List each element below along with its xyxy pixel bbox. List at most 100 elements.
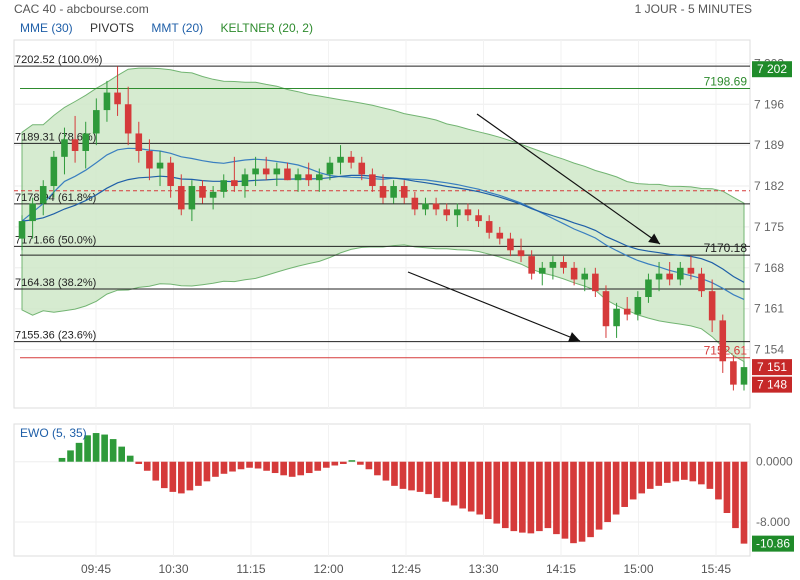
fib-value: 7164.38	[15, 277, 58, 289]
ewo-bar	[280, 461, 287, 476]
candle-body	[337, 156, 344, 163]
candle-body	[199, 186, 206, 198]
candle-body	[719, 320, 727, 362]
ewo-bar	[212, 461, 219, 477]
ewo-bar	[732, 461, 739, 529]
candle-body	[560, 261, 567, 268]
ewo-bar	[152, 461, 160, 481]
pivot-label: 7198.69	[704, 75, 748, 89]
ewo-bar	[527, 461, 535, 534]
candle-body	[241, 174, 249, 187]
ewo-bar	[621, 461, 628, 507]
price-tick-label: 7 189	[754, 138, 784, 152]
fib-label: 7202.52 (100.0%)	[15, 54, 102, 66]
candle-body	[124, 104, 132, 134]
candle-body	[400, 186, 408, 198]
price-tick-label: 7 196	[754, 97, 784, 111]
legend-mmt[interactable]: MMT (20)	[151, 21, 204, 35]
ewo-bar	[92, 433, 100, 462]
candle-body	[146, 150, 153, 169]
ewo-bar	[655, 461, 663, 486]
trend-arrow-upper	[476, 113, 661, 245]
ewo-bar	[561, 461, 569, 539]
candle-body	[411, 197, 419, 210]
ewo-bar	[203, 461, 211, 482]
ewo-bar	[143, 461, 151, 471]
ewo-bar	[84, 435, 91, 462]
time-tick-label: 13:30	[468, 562, 498, 576]
ewo-bar	[348, 460, 356, 462]
candle-body	[538, 267, 546, 274]
ewo-last-badge	[752, 535, 794, 552]
ewo-bar	[715, 461, 722, 500]
candle-body	[687, 267, 695, 274]
candle-body	[82, 133, 89, 151]
candle-body	[273, 168, 281, 175]
price-tick-label: 7 182	[754, 179, 784, 193]
candle-body	[39, 186, 47, 204]
ewo-title: EWO (5, 35)	[20, 426, 87, 440]
candle-body	[294, 174, 302, 181]
legend-pivots[interactable]: PIVOTS	[90, 21, 135, 35]
candle-body	[177, 186, 185, 210]
ewo-bar	[425, 461, 432, 495]
ewo-bar	[297, 461, 305, 476]
candle-body	[167, 162, 174, 187]
ewo-bar	[169, 461, 177, 492]
candle-body	[284, 168, 291, 181]
trend-arrow-upper-head	[648, 233, 660, 244]
candle-body	[390, 186, 397, 198]
ewo-bar	[340, 461, 347, 464]
ewo-bar	[510, 461, 518, 532]
candle-body	[592, 273, 599, 292]
ewo-bar	[501, 461, 509, 529]
ewo-bar	[646, 461, 654, 489]
indicator-legend: MME (30) PIVOTS MMT (20) KELTNER (20, 2)	[20, 20, 327, 36]
candle-body	[677, 267, 684, 280]
ewo-bar	[391, 461, 398, 486]
ewo-bar	[382, 461, 390, 481]
candle-body	[305, 174, 312, 181]
period-label: 1 JOUR - 5 MINUTES	[634, 2, 752, 16]
ewo-bar	[629, 461, 637, 500]
fib-value: 7171.66	[15, 234, 58, 246]
ewo-bar	[220, 461, 228, 474]
ewo-bar	[254, 461, 262, 469]
candle-body	[740, 367, 748, 385]
ewo-bar	[331, 461, 339, 466]
fib-label: 7164.38 (38.2%)	[15, 277, 96, 289]
ewo-bar	[357, 461, 364, 465]
legend-mme[interactable]: MME (30)	[20, 21, 73, 35]
fib-value: 7178.94	[15, 192, 58, 204]
candle-body	[316, 174, 323, 181]
ewo-bar	[314, 461, 322, 471]
candle-body	[666, 273, 673, 280]
ewo-bar	[519, 461, 526, 533]
ewo-bar	[416, 461, 424, 492]
ewo-tick-label: -8.000	[756, 515, 790, 529]
candle-body	[443, 209, 450, 216]
ewo-bar	[604, 461, 611, 523]
candle-body	[581, 273, 589, 280]
ewo-bar	[109, 439, 117, 462]
ewo-bar	[126, 455, 134, 462]
price-tick-label: 7 161	[754, 302, 784, 316]
candle-body	[135, 133, 143, 151]
candle-body	[262, 168, 270, 175]
fib-label: 7155.36 (23.6%)	[15, 330, 96, 342]
ewo-bar	[467, 461, 475, 512]
ewo-bar	[587, 461, 594, 538]
ewo-bar	[135, 461, 143, 464]
ewo-bar	[118, 446, 125, 462]
ewo-bar	[544, 461, 552, 529]
candle-body	[188, 186, 196, 210]
time-tick-label: 14:15	[546, 562, 576, 576]
fib-pct: (61.8%)	[58, 192, 97, 204]
ewo-bar	[476, 461, 484, 515]
ewo-bar	[698, 461, 705, 485]
ewo-bar	[58, 457, 66, 462]
legend-keltner[interactable]: KELTNER (20, 2)	[220, 21, 313, 35]
price-tick-label: 7 175	[754, 220, 784, 234]
ewo-bar	[595, 461, 603, 530]
